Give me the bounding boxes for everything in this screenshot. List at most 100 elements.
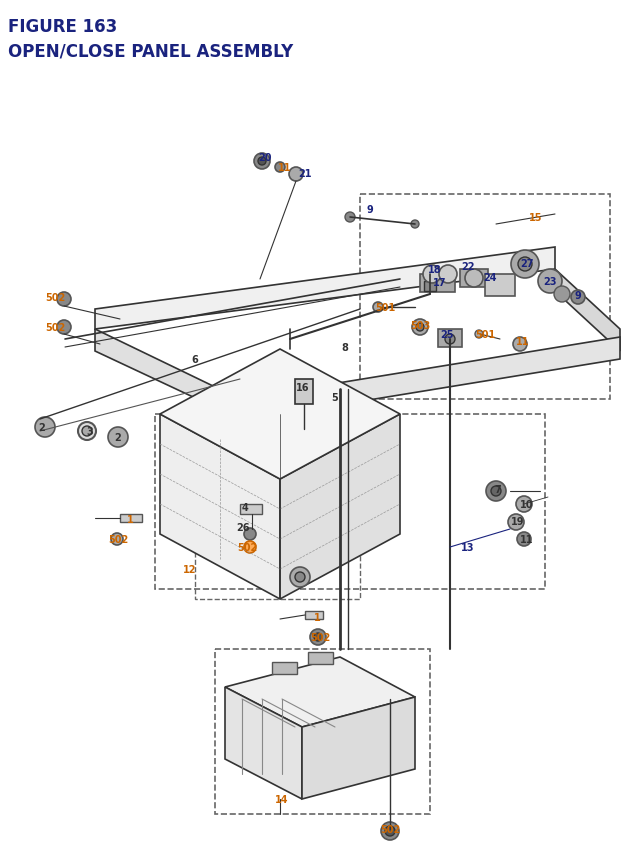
Text: 1: 1 [314,612,321,623]
Text: 16: 16 [296,382,310,393]
Polygon shape [225,657,415,728]
Text: 17: 17 [433,278,447,288]
Circle shape [511,251,539,279]
Text: 1: 1 [127,514,133,524]
Polygon shape [240,338,620,422]
Text: 6: 6 [191,355,198,364]
Circle shape [258,158,266,166]
Polygon shape [302,697,415,799]
Text: 13: 13 [461,542,475,553]
Circle shape [82,426,92,437]
Polygon shape [95,248,555,330]
Bar [485,275,515,297]
Text: 502: 502 [108,535,128,544]
Polygon shape [95,330,240,419]
Text: 2: 2 [115,432,122,443]
Circle shape [423,266,441,283]
Text: 502: 502 [380,824,400,834]
Text: 4: 4 [242,503,248,512]
Circle shape [518,257,532,272]
Circle shape [289,168,303,182]
Text: 12: 12 [183,564,196,574]
Circle shape [244,542,256,554]
Circle shape [310,629,326,645]
Bar [305,611,323,619]
Text: 24: 24 [483,273,497,282]
Circle shape [57,320,71,335]
Circle shape [513,338,527,351]
Circle shape [345,213,355,223]
Circle shape [445,335,455,344]
Text: 502: 502 [45,293,65,303]
Text: 14: 14 [275,794,289,804]
Circle shape [78,423,96,441]
Text: 19: 19 [511,517,525,526]
Circle shape [517,532,531,547]
Text: 11: 11 [516,337,530,347]
Polygon shape [160,350,400,480]
Circle shape [508,514,524,530]
Text: 10: 10 [520,499,534,510]
Text: 502: 502 [45,323,65,332]
Circle shape [571,291,585,305]
Text: 27: 27 [520,258,534,269]
Bar [272,662,297,674]
Circle shape [475,331,483,338]
Circle shape [290,567,310,587]
Text: 502: 502 [237,542,257,553]
Circle shape [538,269,562,294]
Circle shape [314,633,322,641]
Text: OPEN/CLOSE PANEL ASSEMBLY: OPEN/CLOSE PANEL ASSEMBLY [8,42,293,60]
Circle shape [108,428,128,448]
Text: 18: 18 [428,264,442,275]
Polygon shape [555,269,620,351]
Circle shape [465,269,483,288]
Text: 15: 15 [529,213,543,223]
Text: 2: 2 [38,423,45,432]
Polygon shape [225,687,302,799]
Text: FIGURE 163: FIGURE 163 [8,18,117,36]
Circle shape [254,154,270,170]
Text: 22: 22 [461,262,475,272]
Text: 3: 3 [86,426,93,437]
Bar [120,514,142,523]
Text: 501: 501 [475,330,495,339]
Circle shape [373,303,383,313]
Text: 25: 25 [440,330,454,339]
Text: 11: 11 [520,535,534,544]
Circle shape [275,163,285,173]
Circle shape [244,529,256,541]
Text: 9: 9 [367,205,373,214]
Text: 9: 9 [575,291,581,300]
Circle shape [412,319,428,336]
Circle shape [439,266,457,283]
Text: 26: 26 [236,523,250,532]
Circle shape [111,533,123,545]
Text: 11: 11 [278,163,292,173]
Circle shape [35,418,55,437]
Text: 21: 21 [298,169,312,179]
Text: 501: 501 [375,303,395,313]
Circle shape [486,481,506,501]
Polygon shape [160,414,280,599]
Circle shape [554,287,570,303]
Circle shape [385,826,395,836]
Text: 503: 503 [410,320,430,331]
Text: 23: 23 [543,276,557,287]
Circle shape [295,573,305,582]
Text: 502: 502 [310,632,330,642]
Circle shape [381,822,399,840]
Text: 20: 20 [259,152,272,163]
Circle shape [57,293,71,307]
Bar [295,380,313,405]
Bar [308,653,333,664]
Circle shape [516,497,532,512]
Bar [420,275,455,293]
Circle shape [491,486,501,497]
Bar [240,505,262,514]
Bar [460,269,488,288]
Bar [438,330,462,348]
Text: 8: 8 [342,343,348,353]
Circle shape [411,220,419,229]
Bar [424,282,436,292]
